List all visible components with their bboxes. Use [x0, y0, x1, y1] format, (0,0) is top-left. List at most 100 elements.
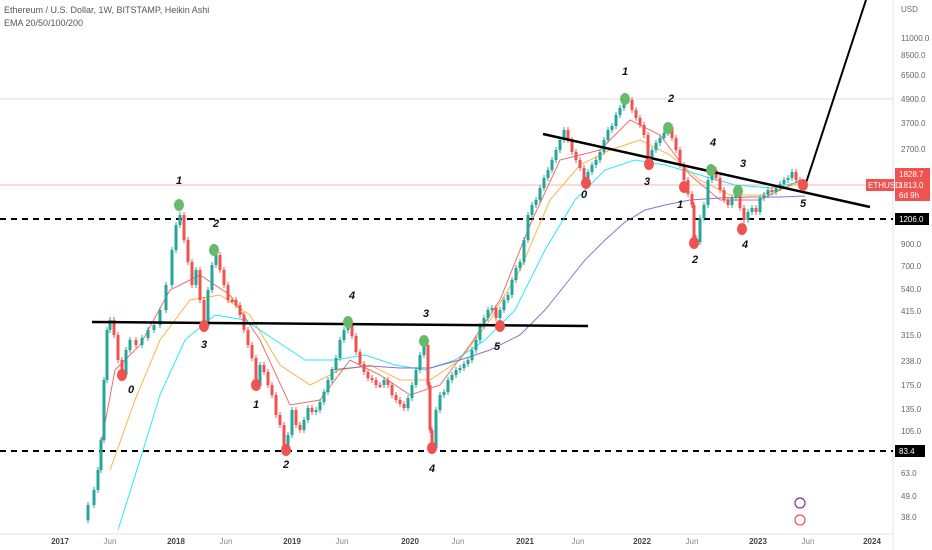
y-tick-label: 63.0	[901, 469, 917, 478]
candle-body	[646, 135, 650, 158]
candle-body	[654, 143, 658, 150]
wave-label: 1	[677, 199, 683, 211]
candle-body	[754, 208, 758, 212]
y-tick-label: 415.0	[901, 307, 922, 316]
pivot-low-marker	[495, 320, 505, 332]
wave-label: 1	[253, 399, 259, 411]
x-tick-label: 2021	[516, 537, 534, 546]
candle-body	[546, 170, 550, 178]
wave-label: 4	[741, 239, 748, 251]
candle-body	[750, 208, 754, 212]
candle-body	[406, 398, 410, 408]
candle-body	[758, 198, 762, 212]
candle-body	[174, 225, 178, 250]
candle-body	[574, 152, 578, 160]
wave-label: 4	[348, 290, 355, 302]
candle-body	[510, 280, 514, 295]
pivot-high-marker	[209, 244, 219, 256]
candle-body	[234, 300, 238, 305]
candle-body	[112, 320, 116, 335]
y-tick-label: 38.0	[901, 513, 917, 522]
pivot-low-marker	[737, 223, 747, 235]
candle-body	[486, 310, 490, 318]
candle-body	[610, 126, 614, 130]
candle-body	[454, 370, 458, 375]
candle-body	[326, 380, 330, 392]
support-price-text: 1206.0	[899, 215, 924, 224]
candle-body	[366, 372, 370, 378]
candle-body	[530, 205, 534, 215]
candle-body	[746, 212, 750, 220]
candle-body	[410, 385, 414, 398]
candle-body	[86, 505, 90, 520]
candle-body	[594, 160, 598, 165]
projection-line	[804, 0, 867, 187]
y-tick-label: 49.0	[901, 492, 917, 501]
candle-body	[466, 360, 470, 364]
wave-label: 4	[709, 137, 716, 149]
wave-label: 3	[423, 308, 429, 320]
y-tick-label: 2700.0	[901, 145, 926, 154]
candle-body	[554, 150, 558, 160]
support-price-tag	[895, 213, 929, 225]
candle-body	[378, 385, 382, 387]
wave-label: 3	[740, 158, 746, 170]
candle-body	[706, 180, 710, 205]
candle-body	[105, 330, 109, 380]
ema50-line	[109, 139, 801, 471]
x-tick-label: Jun	[452, 537, 465, 546]
candle-body	[638, 118, 642, 125]
x-tick-label: Jun	[336, 537, 349, 546]
y-tick-label: 3700.0	[901, 119, 926, 128]
candle-body	[92, 490, 96, 505]
candle-body	[206, 290, 210, 326]
candle-body	[418, 355, 422, 370]
candle-body	[630, 100, 634, 110]
candle-body	[254, 358, 258, 386]
candle-body	[382, 380, 386, 385]
candle-body	[124, 350, 128, 375]
candle-body	[286, 435, 290, 448]
candle-body	[718, 178, 722, 190]
candle-body	[146, 330, 150, 338]
candle-body	[470, 350, 474, 360]
candle-body	[498, 310, 502, 318]
candle-body	[274, 395, 278, 415]
candle-body	[490, 308, 494, 310]
candle-body	[334, 358, 338, 370]
candle-body	[446, 380, 450, 392]
wave-label: 3	[201, 339, 207, 351]
candle-body	[99, 440, 103, 470]
candle-body	[670, 127, 674, 138]
symbol-tag	[866, 179, 894, 191]
wave-label: 2	[667, 93, 674, 105]
candle-body	[330, 370, 334, 380]
candle-body	[386, 380, 390, 385]
candle-body	[108, 320, 112, 330]
candle-body	[774, 188, 778, 192]
pivot-low-marker	[199, 320, 209, 332]
candle-body	[350, 324, 354, 336]
candle-body	[140, 338, 144, 345]
candle-body	[258, 365, 262, 386]
x-tick-label: Jun	[104, 537, 117, 546]
x-tick-label: Jun	[802, 537, 815, 546]
candle-body	[602, 140, 606, 152]
y-tick-label: 105.0	[901, 427, 922, 436]
x-tick-label: 2020	[401, 537, 419, 546]
candle-body	[766, 190, 770, 195]
wave-label: 3	[644, 176, 650, 188]
wave-label: 2	[691, 254, 698, 266]
ema20-line	[99, 119, 801, 451]
candle-body	[222, 270, 226, 285]
candle-body	[164, 285, 168, 310]
candle-body	[322, 392, 326, 402]
x-tick-label: 2017	[51, 537, 69, 546]
candle-body	[422, 345, 426, 355]
candle-body	[762, 195, 766, 198]
candle-body	[262, 365, 266, 372]
wave-label: 2	[282, 459, 289, 471]
candle-body	[474, 340, 478, 350]
